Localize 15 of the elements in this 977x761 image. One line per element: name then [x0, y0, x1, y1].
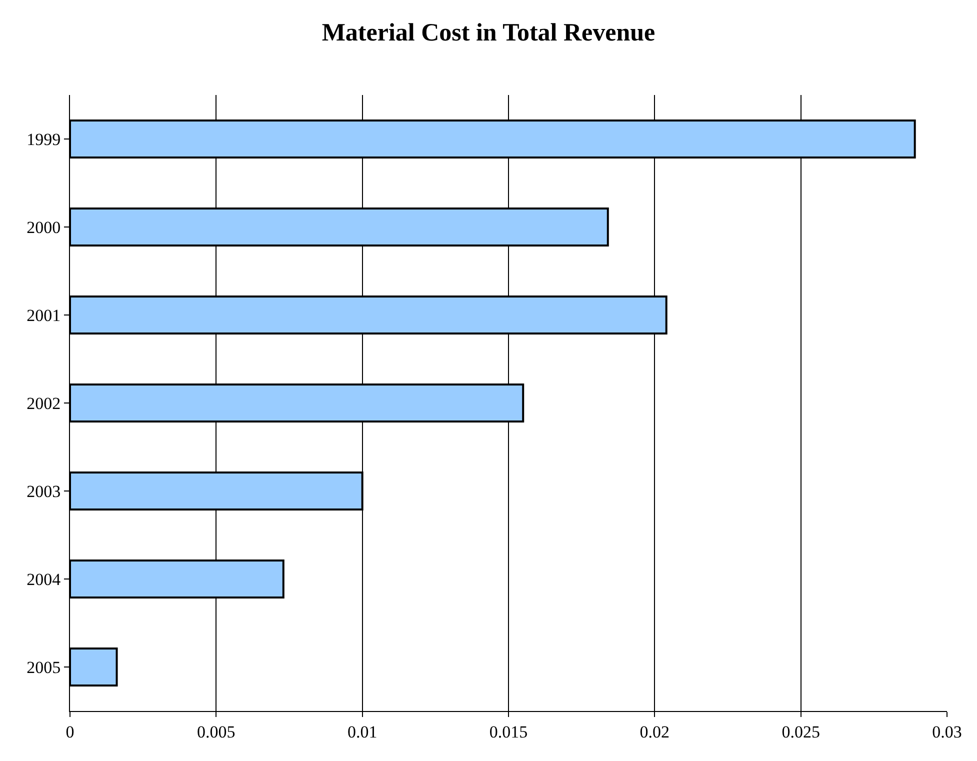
- y-tick-label: 2001: [26, 306, 61, 325]
- x-tick-label: 0.02: [640, 722, 670, 742]
- x-tick-label: 0.01: [347, 722, 378, 742]
- x-tick-label: 0.03: [932, 722, 962, 742]
- y-tick-label: 2000: [26, 218, 61, 237]
- y-tick-label: 2003: [26, 482, 61, 501]
- y-tick-label: 2002: [26, 394, 61, 413]
- y-tick-label: 1999: [26, 130, 61, 149]
- x-tick-label: 0.025: [782, 722, 820, 742]
- x-tick-label: 0: [66, 722, 74, 742]
- y-tick-label: 2005: [26, 658, 61, 677]
- x-tick-label: 0.005: [197, 722, 236, 742]
- chart-title: Material Cost in Total Revenue: [322, 19, 656, 46]
- x-tick-label: 0.015: [489, 722, 528, 742]
- y-tick-label: 2004: [26, 570, 62, 589]
